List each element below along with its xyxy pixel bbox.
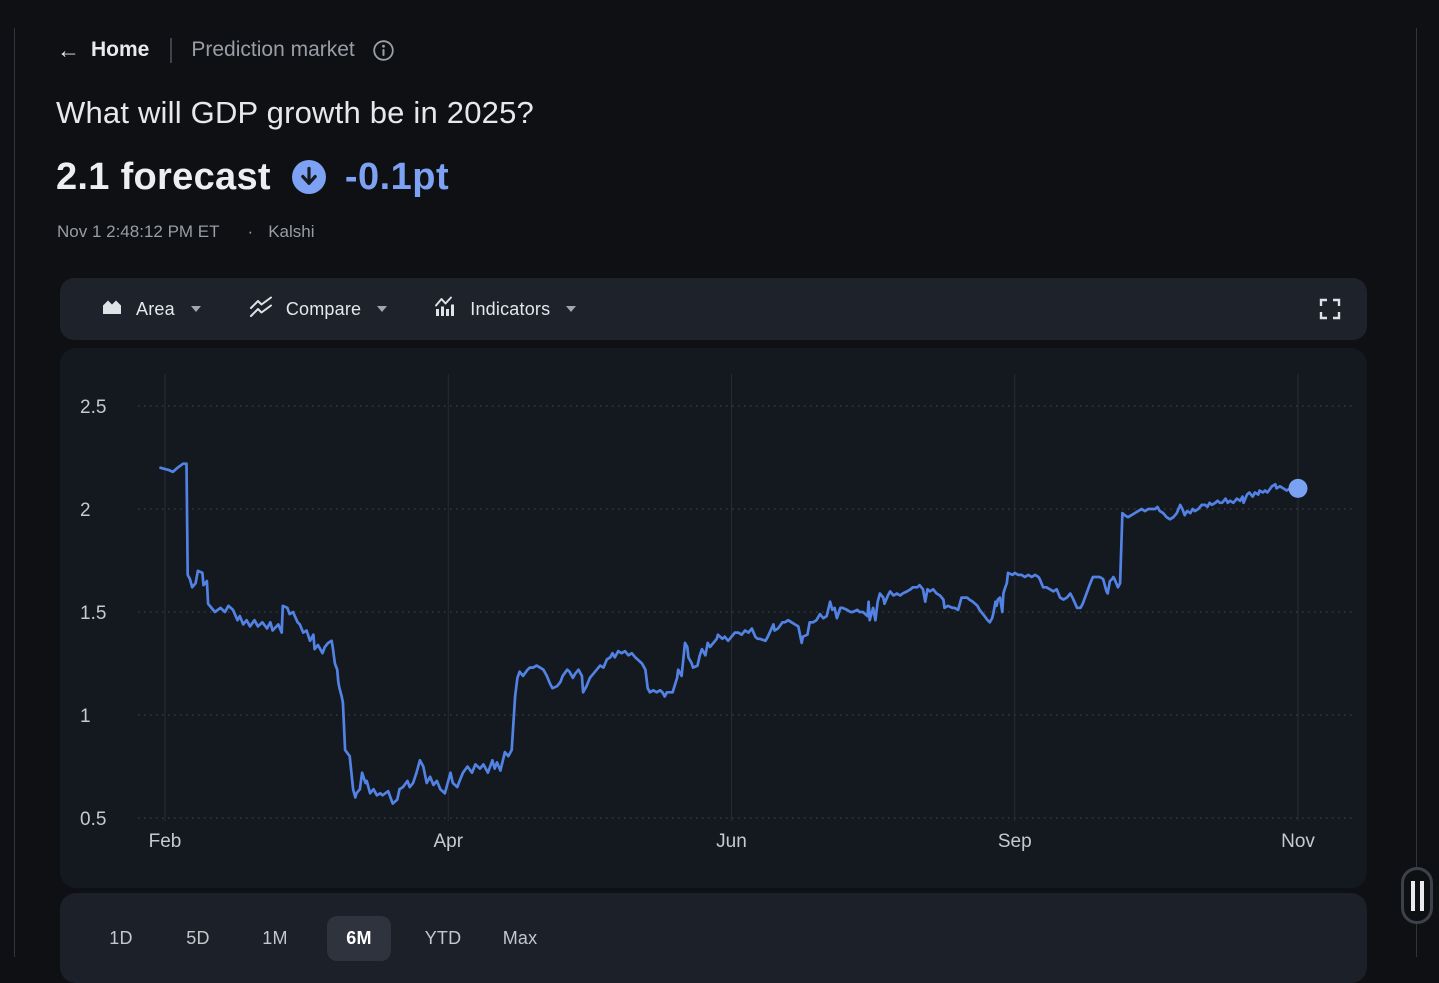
y-axis-tick-label: 1.5 bbox=[80, 603, 106, 624]
breadcrumb: ← Home Prediction market bbox=[57, 35, 395, 65]
forecast-value: 2.1 forecast bbox=[56, 155, 271, 198]
forecast-line-chart: 2.5 2 1.5 1 0.5 Feb Apr Jun Sep Nov bbox=[80, 374, 1352, 852]
x-axis-tick-label: Jun bbox=[716, 831, 747, 852]
chevron-down-icon bbox=[377, 306, 388, 312]
y-axis-tick-label: 2.5 bbox=[80, 397, 106, 418]
y-axis-tick-label: 2 bbox=[80, 500, 91, 521]
indicators-dropdown[interactable]: Indicators bbox=[434, 296, 577, 322]
change-value: -0.1pt bbox=[344, 155, 450, 198]
time-range-button-max[interactable]: Max bbox=[502, 927, 538, 948]
pause-handle-icon bbox=[1410, 880, 1415, 911]
timestamp: Nov 1 2:48:12 PM ET bbox=[57, 222, 220, 241]
chevron-down-icon bbox=[190, 306, 201, 312]
pause-handle-icon bbox=[1419, 880, 1424, 911]
y-axis-tick-label: 0.5 bbox=[80, 809, 106, 830]
change-down-icon bbox=[291, 160, 326, 194]
y-axis-tick-label: 1 bbox=[80, 706, 91, 727]
area-chart-icon bbox=[100, 297, 124, 322]
x-axis-tick-label: Apr bbox=[433, 831, 463, 852]
forecast-row: 2.1 forecast -0.1pt bbox=[56, 150, 449, 204]
chart-type-label: Area bbox=[136, 298, 175, 319]
breadcrumb-home-label: Home bbox=[91, 38, 150, 61]
source-label: Kalshi bbox=[268, 222, 315, 241]
chevron-down-icon bbox=[566, 306, 577, 312]
compare-label: Compare bbox=[285, 298, 362, 319]
time-range-bar: 1D 5D 1M 6M YTD Max bbox=[60, 893, 1367, 983]
fullscreen-button[interactable] bbox=[1316, 295, 1344, 323]
breadcrumb-divider bbox=[170, 37, 173, 63]
price-chart[interactable]: 2.5 2 1.5 1 0.5 Feb Apr Jun Sep Nov bbox=[60, 348, 1367, 888]
indicators-label: Indicators bbox=[470, 298, 551, 319]
meta-row: Nov 1 2:48:12 PM ET · Kalshi bbox=[57, 222, 315, 242]
x-axis-tick-label: Nov bbox=[1281, 831, 1315, 852]
chart-type-dropdown[interactable]: Area bbox=[100, 297, 201, 322]
time-range-button-1m[interactable]: 1M bbox=[262, 927, 288, 948]
breadcrumb-section-label: Prediction market bbox=[191, 38, 355, 61]
info-icon[interactable] bbox=[372, 39, 395, 62]
x-axis-tick-label: Sep bbox=[998, 831, 1032, 852]
scrollbar-handle[interactable] bbox=[1401, 867, 1433, 924]
chart-toolbar: Area Compare Indicators bbox=[60, 278, 1367, 340]
back-arrow-icon: ← bbox=[57, 36, 80, 63]
time-range-button-5d[interactable]: 5D bbox=[186, 927, 210, 948]
page-title: What will GDP growth be in 2025? bbox=[56, 95, 534, 130]
latest-value-dot bbox=[1288, 478, 1308, 498]
time-range-button-ytd[interactable]: YTD bbox=[424, 927, 462, 948]
compare-dropdown[interactable]: Compare bbox=[248, 296, 388, 323]
dot-separator: · bbox=[247, 222, 254, 241]
indicators-icon bbox=[434, 296, 458, 322]
compare-icon bbox=[248, 296, 274, 323]
time-range-button-1d[interactable]: 1D bbox=[109, 927, 133, 948]
left-border-line bbox=[14, 28, 15, 957]
x-axis-tick-label: Feb bbox=[149, 831, 182, 852]
right-border-line bbox=[1416, 28, 1417, 957]
back-home-link[interactable]: ← Home bbox=[57, 38, 149, 62]
time-range-button-6m[interactable]: 6M bbox=[327, 915, 391, 961]
